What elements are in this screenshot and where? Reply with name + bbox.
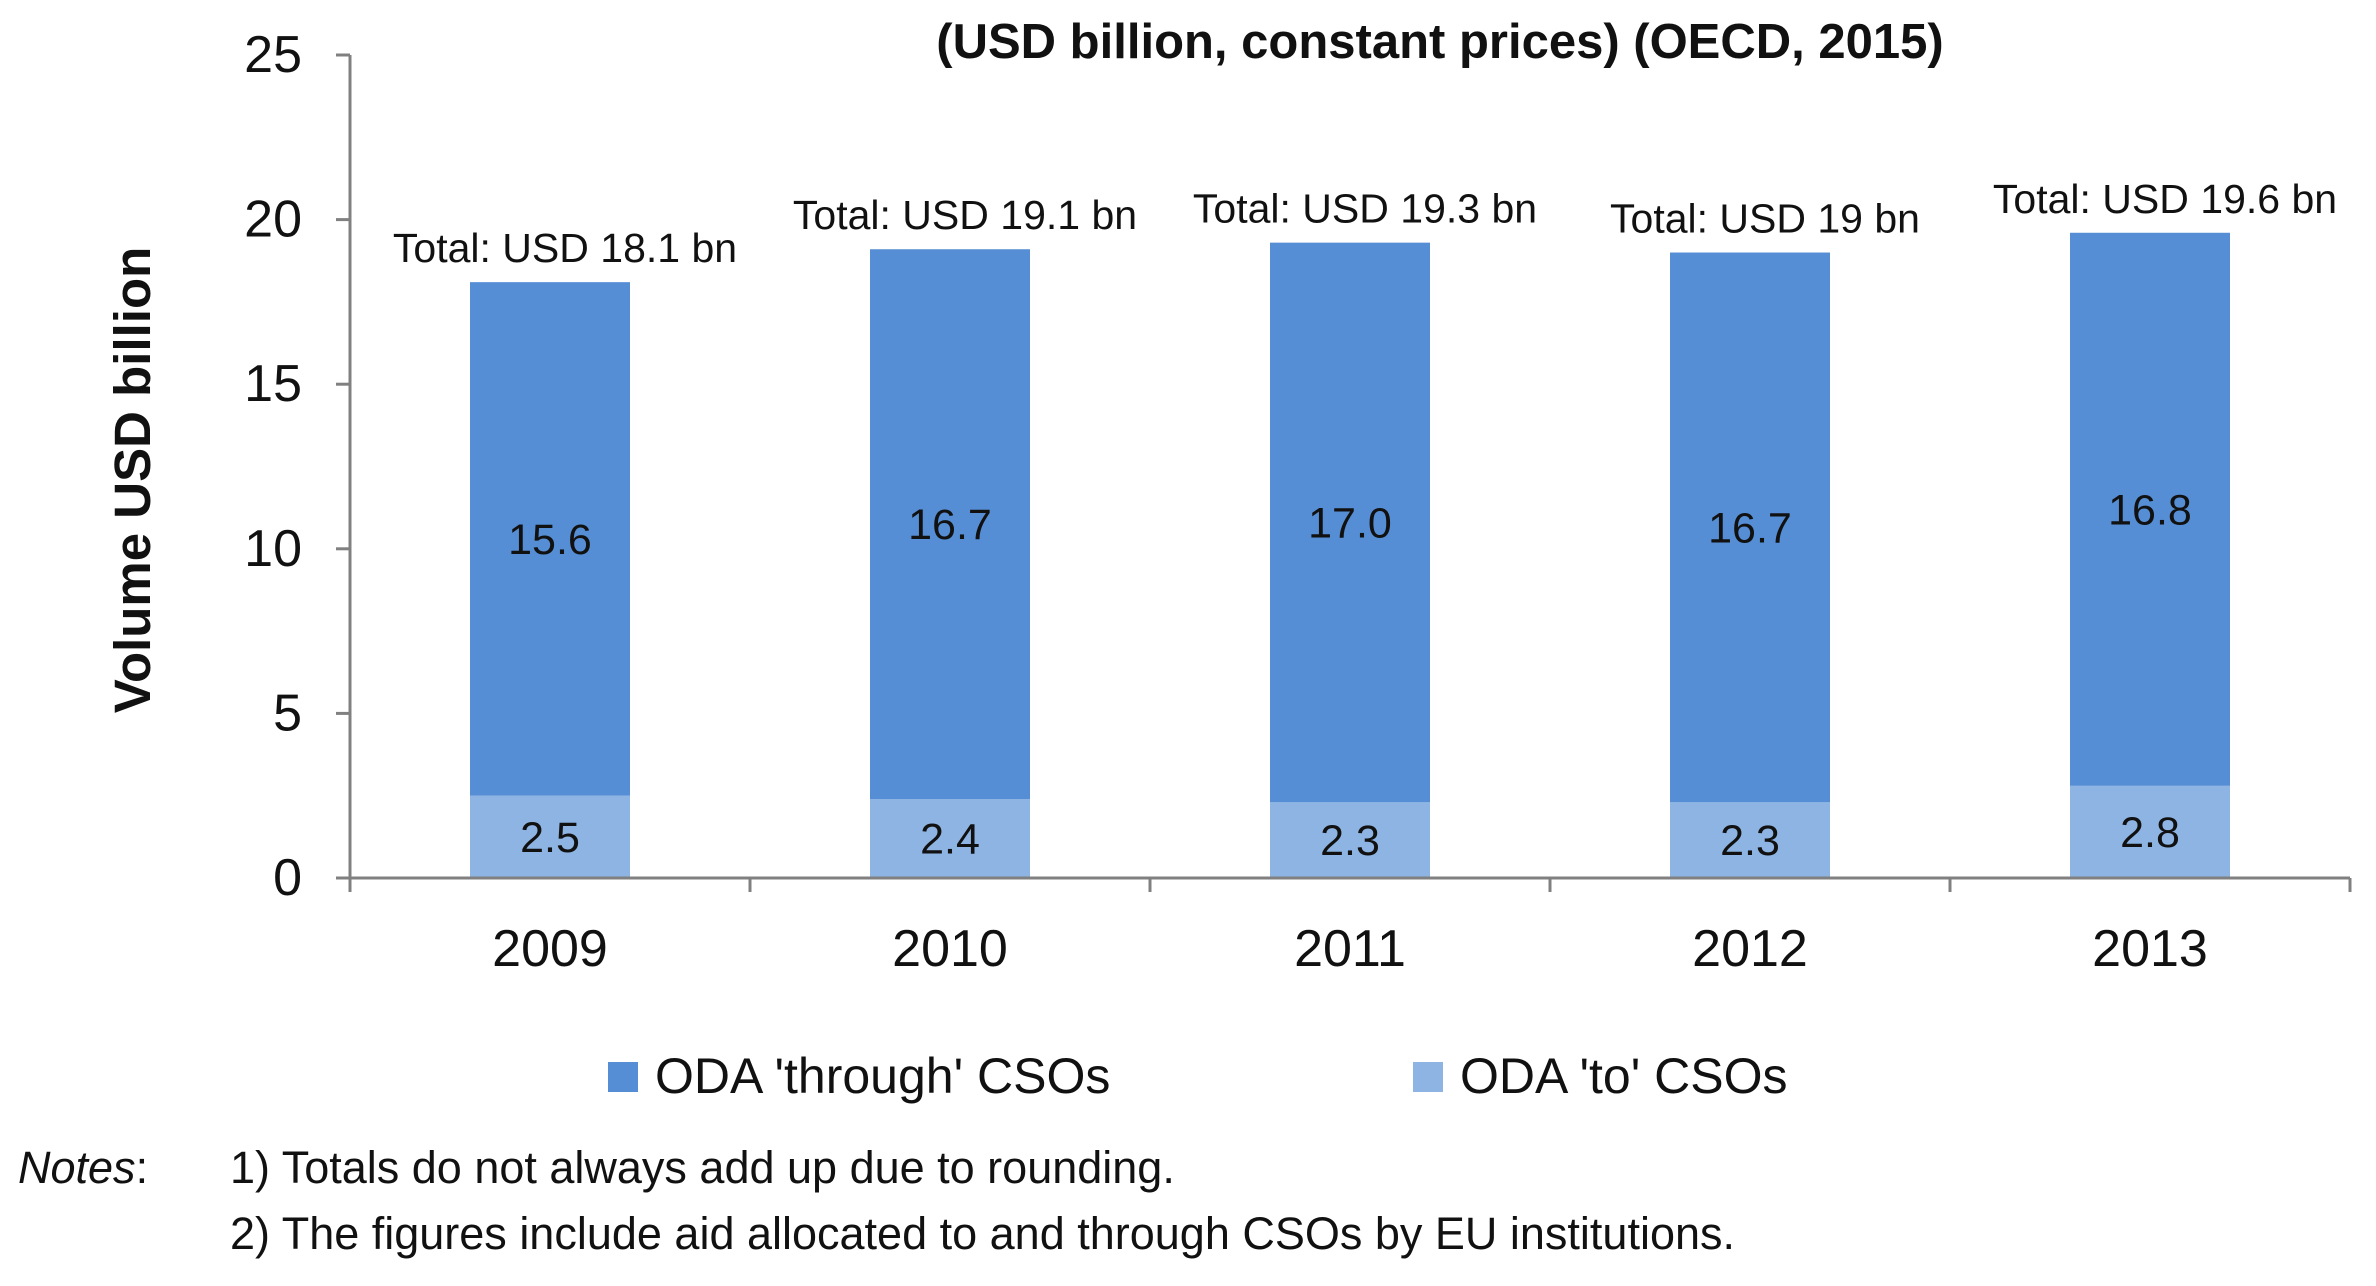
bar-to-2009 [470,795,630,878]
data-label: 2.4 [920,815,980,863]
bar-to-2011 [1270,802,1430,878]
y-tick-label: 0 [273,849,302,907]
total-label: Total: USD 19 bn [1610,196,1920,242]
total-label: Total: USD 19.1 bn [793,192,1137,238]
data-label: 16.8 [2108,486,2192,534]
note-item-1: 1) Totals do not always add up due to ro… [230,1142,1175,1193]
notes: Notes: 1) Totals do not always add up du… [18,1135,2318,1267]
legend-label: ODA 'through' CSOs [655,1048,1110,1104]
y-tick-label: 10 [244,520,302,578]
notes-row-2: 2) The figures include aid allocated to … [18,1201,2318,1267]
bar-to-2013 [2070,785,2230,878]
notes-row-1: Notes: 1) Totals do not always add up du… [18,1135,2318,1201]
y-tick-label: 20 [244,191,302,249]
y-tick-label: 25 [244,26,302,84]
legend-swatch-to [1413,1062,1443,1092]
data-label: 2.3 [1720,817,1780,865]
bar-through-2012 [1670,252,1830,803]
data-label: 17.0 [1308,499,1392,547]
note-item-2: 2) The figures include aid allocated to … [230,1208,1736,1259]
bar-through-2009 [470,282,630,796]
x-tick-label: 2010 [892,920,1008,978]
bar-through-2010 [870,249,1030,799]
x-tick-label: 2012 [1692,920,1808,978]
bar-to-2012 [1670,802,1830,878]
bar-through-2013 [2070,232,2230,786]
plot-area: 0 5 10 15 20 25 2.5 15.6 Total: USD 18.1 bn 2009 2… [244,26,2352,1104]
total-label: Total: USD 19.6 bn [1993,176,2337,222]
notes-label-container: Notes: [18,1135,230,1201]
notes-label: Notes [18,1142,136,1193]
y-axis-label: Volume USD billion [104,247,161,714]
data-label: 2.5 [520,814,580,862]
bar-to-2010 [870,798,1030,878]
total-label: Total: USD 18.1 bn [393,225,737,271]
data-label: 16.7 [908,501,992,549]
x-tick-label: 2013 [2092,920,2208,978]
data-label: 2.3 [1320,817,1380,865]
y-tick-label: 5 [273,684,302,742]
y-tick-label: 15 [244,355,302,413]
data-label: 15.6 [508,516,592,564]
x-tick-label: 2009 [492,920,608,978]
total-label: Total: USD 19.3 bn [1193,186,1537,232]
data-label: 16.7 [1708,504,1792,552]
chart-title: (USD billion, constant prices) (OECD, 20… [936,15,1943,69]
bar-through-2011 [1270,242,1430,803]
x-tick-label: 2011 [1294,920,1406,978]
data-label: 2.8 [2120,809,2180,857]
notes-label-separator: : [135,1142,149,1193]
legend-label: ODA 'to' CSOs [1460,1048,1788,1104]
legend-swatch-through [608,1062,638,1092]
